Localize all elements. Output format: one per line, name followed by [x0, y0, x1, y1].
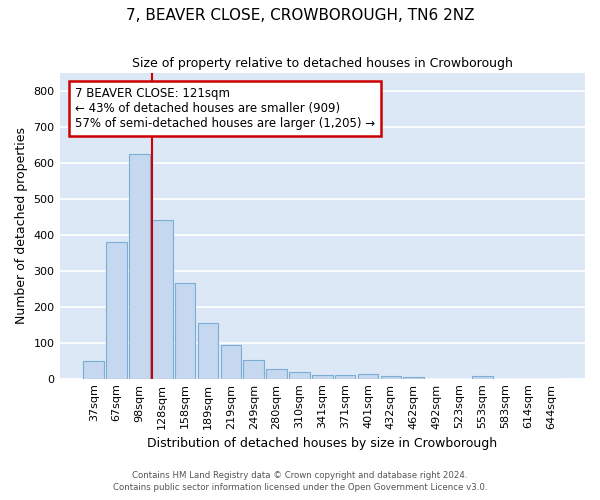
Bar: [152, 220, 173, 378]
Bar: [335, 375, 355, 378]
Bar: [244, 360, 264, 378]
Bar: [312, 375, 332, 378]
X-axis label: Distribution of detached houses by size in Crowborough: Distribution of detached houses by size …: [147, 437, 497, 450]
Bar: [358, 374, 378, 378]
Bar: [380, 376, 401, 378]
Bar: [403, 377, 424, 378]
Bar: [129, 154, 150, 378]
Bar: [472, 376, 493, 378]
Title: Size of property relative to detached houses in Crowborough: Size of property relative to detached ho…: [132, 58, 513, 70]
Bar: [266, 368, 287, 378]
Bar: [106, 242, 127, 378]
Bar: [83, 362, 104, 378]
Bar: [221, 344, 241, 378]
Bar: [175, 284, 196, 378]
Text: 7, BEAVER CLOSE, CROWBOROUGH, TN6 2NZ: 7, BEAVER CLOSE, CROWBOROUGH, TN6 2NZ: [126, 8, 474, 22]
Text: 7 BEAVER CLOSE: 121sqm
← 43% of detached houses are smaller (909)
57% of semi-de: 7 BEAVER CLOSE: 121sqm ← 43% of detached…: [76, 87, 376, 130]
Text: Contains HM Land Registry data © Crown copyright and database right 2024.
Contai: Contains HM Land Registry data © Crown c…: [113, 471, 487, 492]
Bar: [198, 323, 218, 378]
Bar: [289, 372, 310, 378]
Y-axis label: Number of detached properties: Number of detached properties: [15, 128, 28, 324]
